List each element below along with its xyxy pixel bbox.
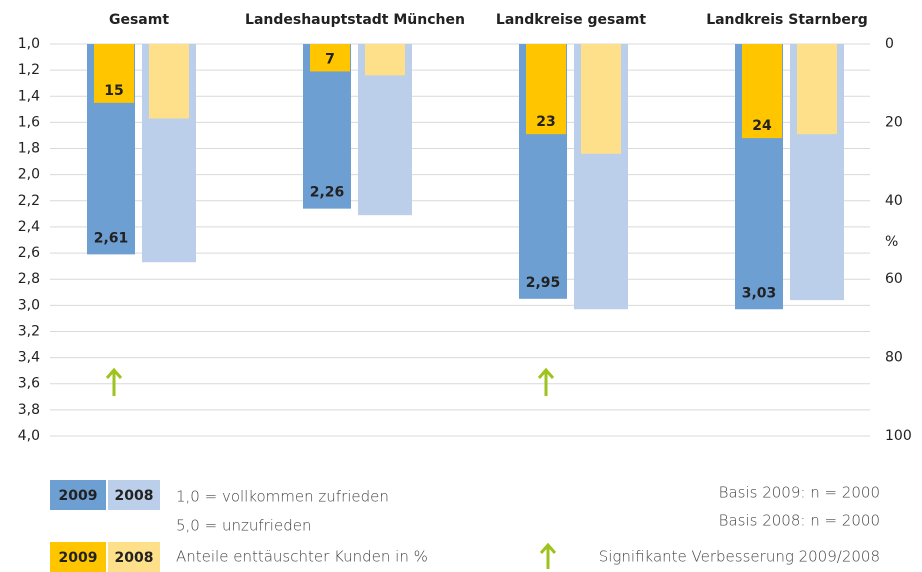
y-tick-label: 2,8 [18, 271, 40, 287]
basis-2009: Basis 2009: n = 2000 [719, 484, 880, 502]
y-tick-label: 3,4 [18, 350, 40, 366]
y2-tick-label: 100 [885, 428, 912, 444]
share-bar [149, 44, 189, 119]
y-tick-label: 2,0 [18, 167, 40, 183]
score-label: 2,26 [310, 185, 345, 201]
legend-scale-top: 1,0 = vollkommen zufrieden [176, 488, 389, 506]
category-label: Landeshauptstadt München [245, 12, 465, 28]
y-tick-label: 3,8 [18, 402, 40, 418]
legend-swatch [50, 542, 106, 572]
y-tick-label: 2,6 [18, 245, 40, 261]
y-tick-label: 3,2 [18, 323, 40, 339]
score-label: 3,03 [742, 285, 777, 301]
y-tick-label: 3,0 [18, 297, 40, 313]
y2-tick-label: 0 [885, 36, 894, 52]
legend-label: 2009 [59, 488, 98, 504]
share-bar [797, 44, 837, 135]
basis-2008: Basis 2008: n = 2000 [719, 512, 880, 530]
significance-arrow [105, 367, 123, 396]
y2-tick-label: 80 [885, 350, 903, 366]
y2-axis-label: % [885, 234, 898, 250]
legend-swatch [50, 480, 106, 510]
legend-arrow-icon [539, 542, 557, 569]
y-tick-label: 4,0 [18, 428, 40, 444]
legend-label: 2008 [115, 550, 154, 566]
legend-label: 2009 [59, 550, 98, 566]
share-label: 23 [536, 114, 555, 130]
legend-label: 2008 [115, 488, 154, 504]
y-tick-label: 3,6 [18, 376, 40, 392]
y-tick-label: 2,2 [18, 193, 40, 209]
share-bar [365, 44, 405, 76]
y-tick-label: 1,6 [18, 114, 40, 130]
legend-share: Anteile enttäuschter Kunden in % [176, 548, 428, 566]
y-tick-label: 2,4 [18, 219, 40, 235]
share-bar [742, 44, 782, 139]
share-label: 7 [325, 51, 335, 67]
y-tick-label: 1,2 [18, 62, 40, 78]
share-label: 15 [104, 83, 123, 99]
share-label: 24 [752, 118, 772, 134]
y2-tick-label: 40 [885, 193, 903, 209]
score-label: 2,61 [94, 230, 129, 246]
significance-arrow [537, 367, 555, 396]
share-bar [581, 44, 621, 154]
share-bar [526, 44, 566, 135]
category-label: Landkreis Starnberg [706, 12, 868, 28]
category-label: Gesamt [109, 12, 169, 28]
y-tick-label: 1,0 [18, 36, 40, 52]
y2-tick-label: 60 [885, 271, 903, 287]
score-label: 2,95 [526, 275, 561, 291]
share-bar [94, 44, 134, 103]
legend-swatch [108, 542, 160, 572]
legend-scale-bottom: 5,0 = unzufrieden [176, 517, 311, 535]
legend-swatch [108, 480, 160, 510]
y2-tick-label: 20 [885, 114, 903, 130]
y-tick-label: 1,4 [18, 88, 40, 104]
share-bar [310, 44, 350, 72]
category-label: Landkreise gesamt [496, 12, 646, 28]
y-tick-label: 1,8 [18, 141, 40, 157]
legend-arrow: Signifikante Verbesserung 2009/2008 [599, 548, 880, 566]
